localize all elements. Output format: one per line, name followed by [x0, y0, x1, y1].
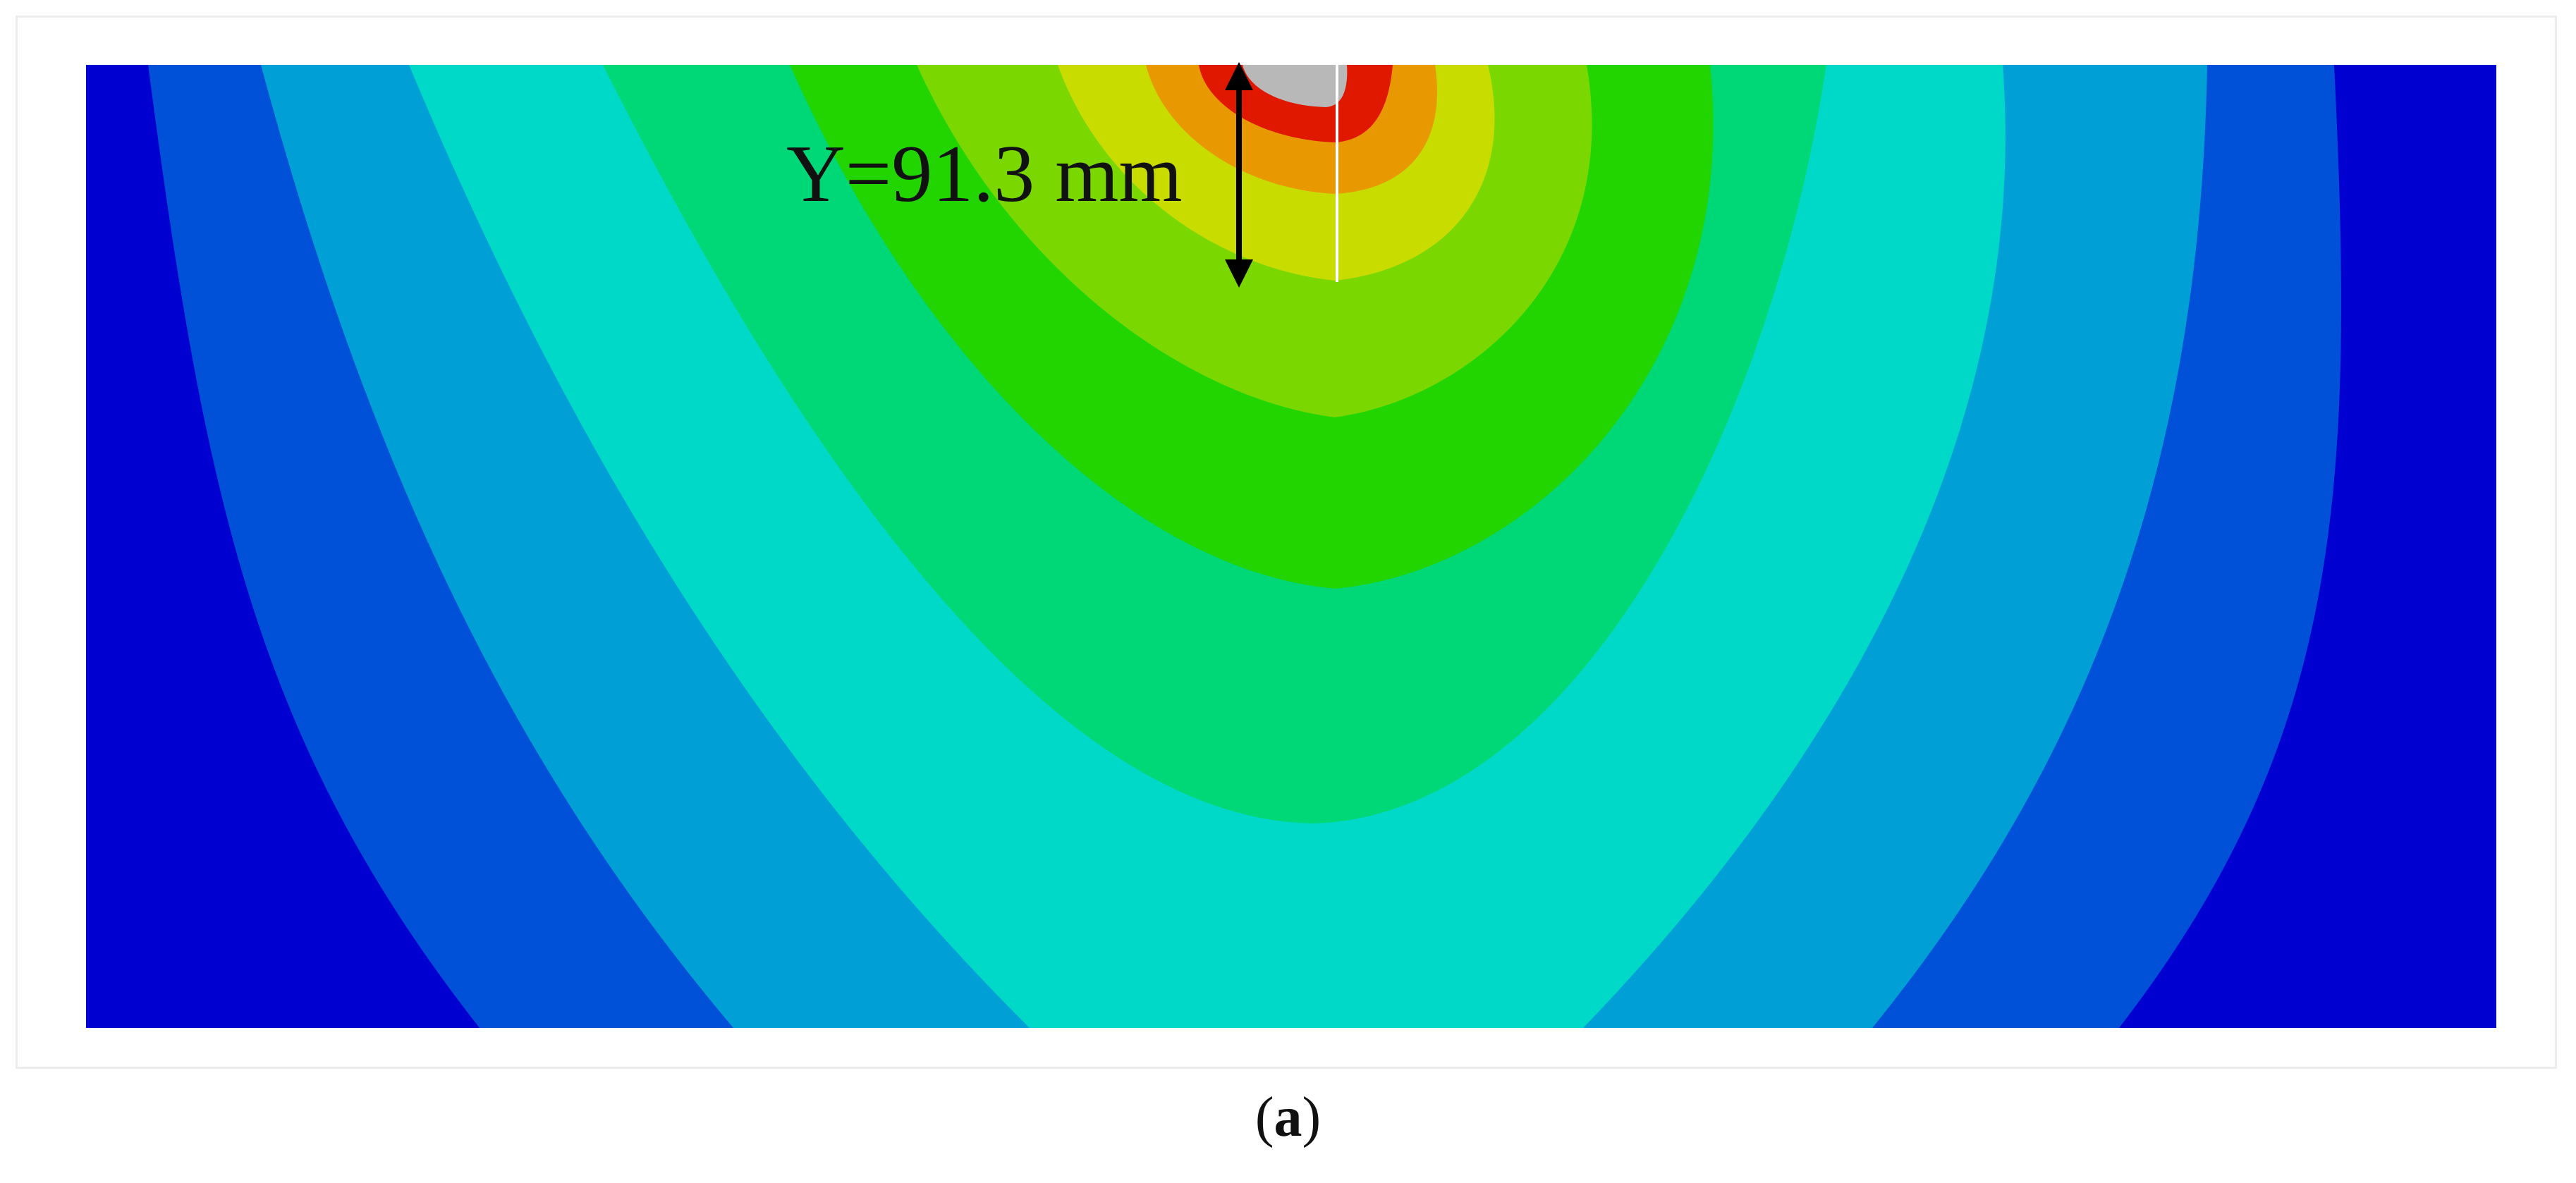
band-11: [1296, 65, 1344, 83]
caption-open-paren: (: [1255, 1086, 1274, 1148]
figure-caption: (a): [0, 1089, 2576, 1146]
depth-dimension-arrow: [1225, 62, 1253, 288]
arrow-head-down-icon: [1225, 259, 1253, 288]
depth-measurement-label: Y=91.3 mm: [786, 129, 1183, 219]
caption-letter: a: [1274, 1086, 1302, 1148]
arrow-head-up-icon: [1225, 62, 1253, 90]
caption-close-paren: ): [1302, 1086, 1321, 1148]
contour-bands: [86, 65, 2496, 1028]
